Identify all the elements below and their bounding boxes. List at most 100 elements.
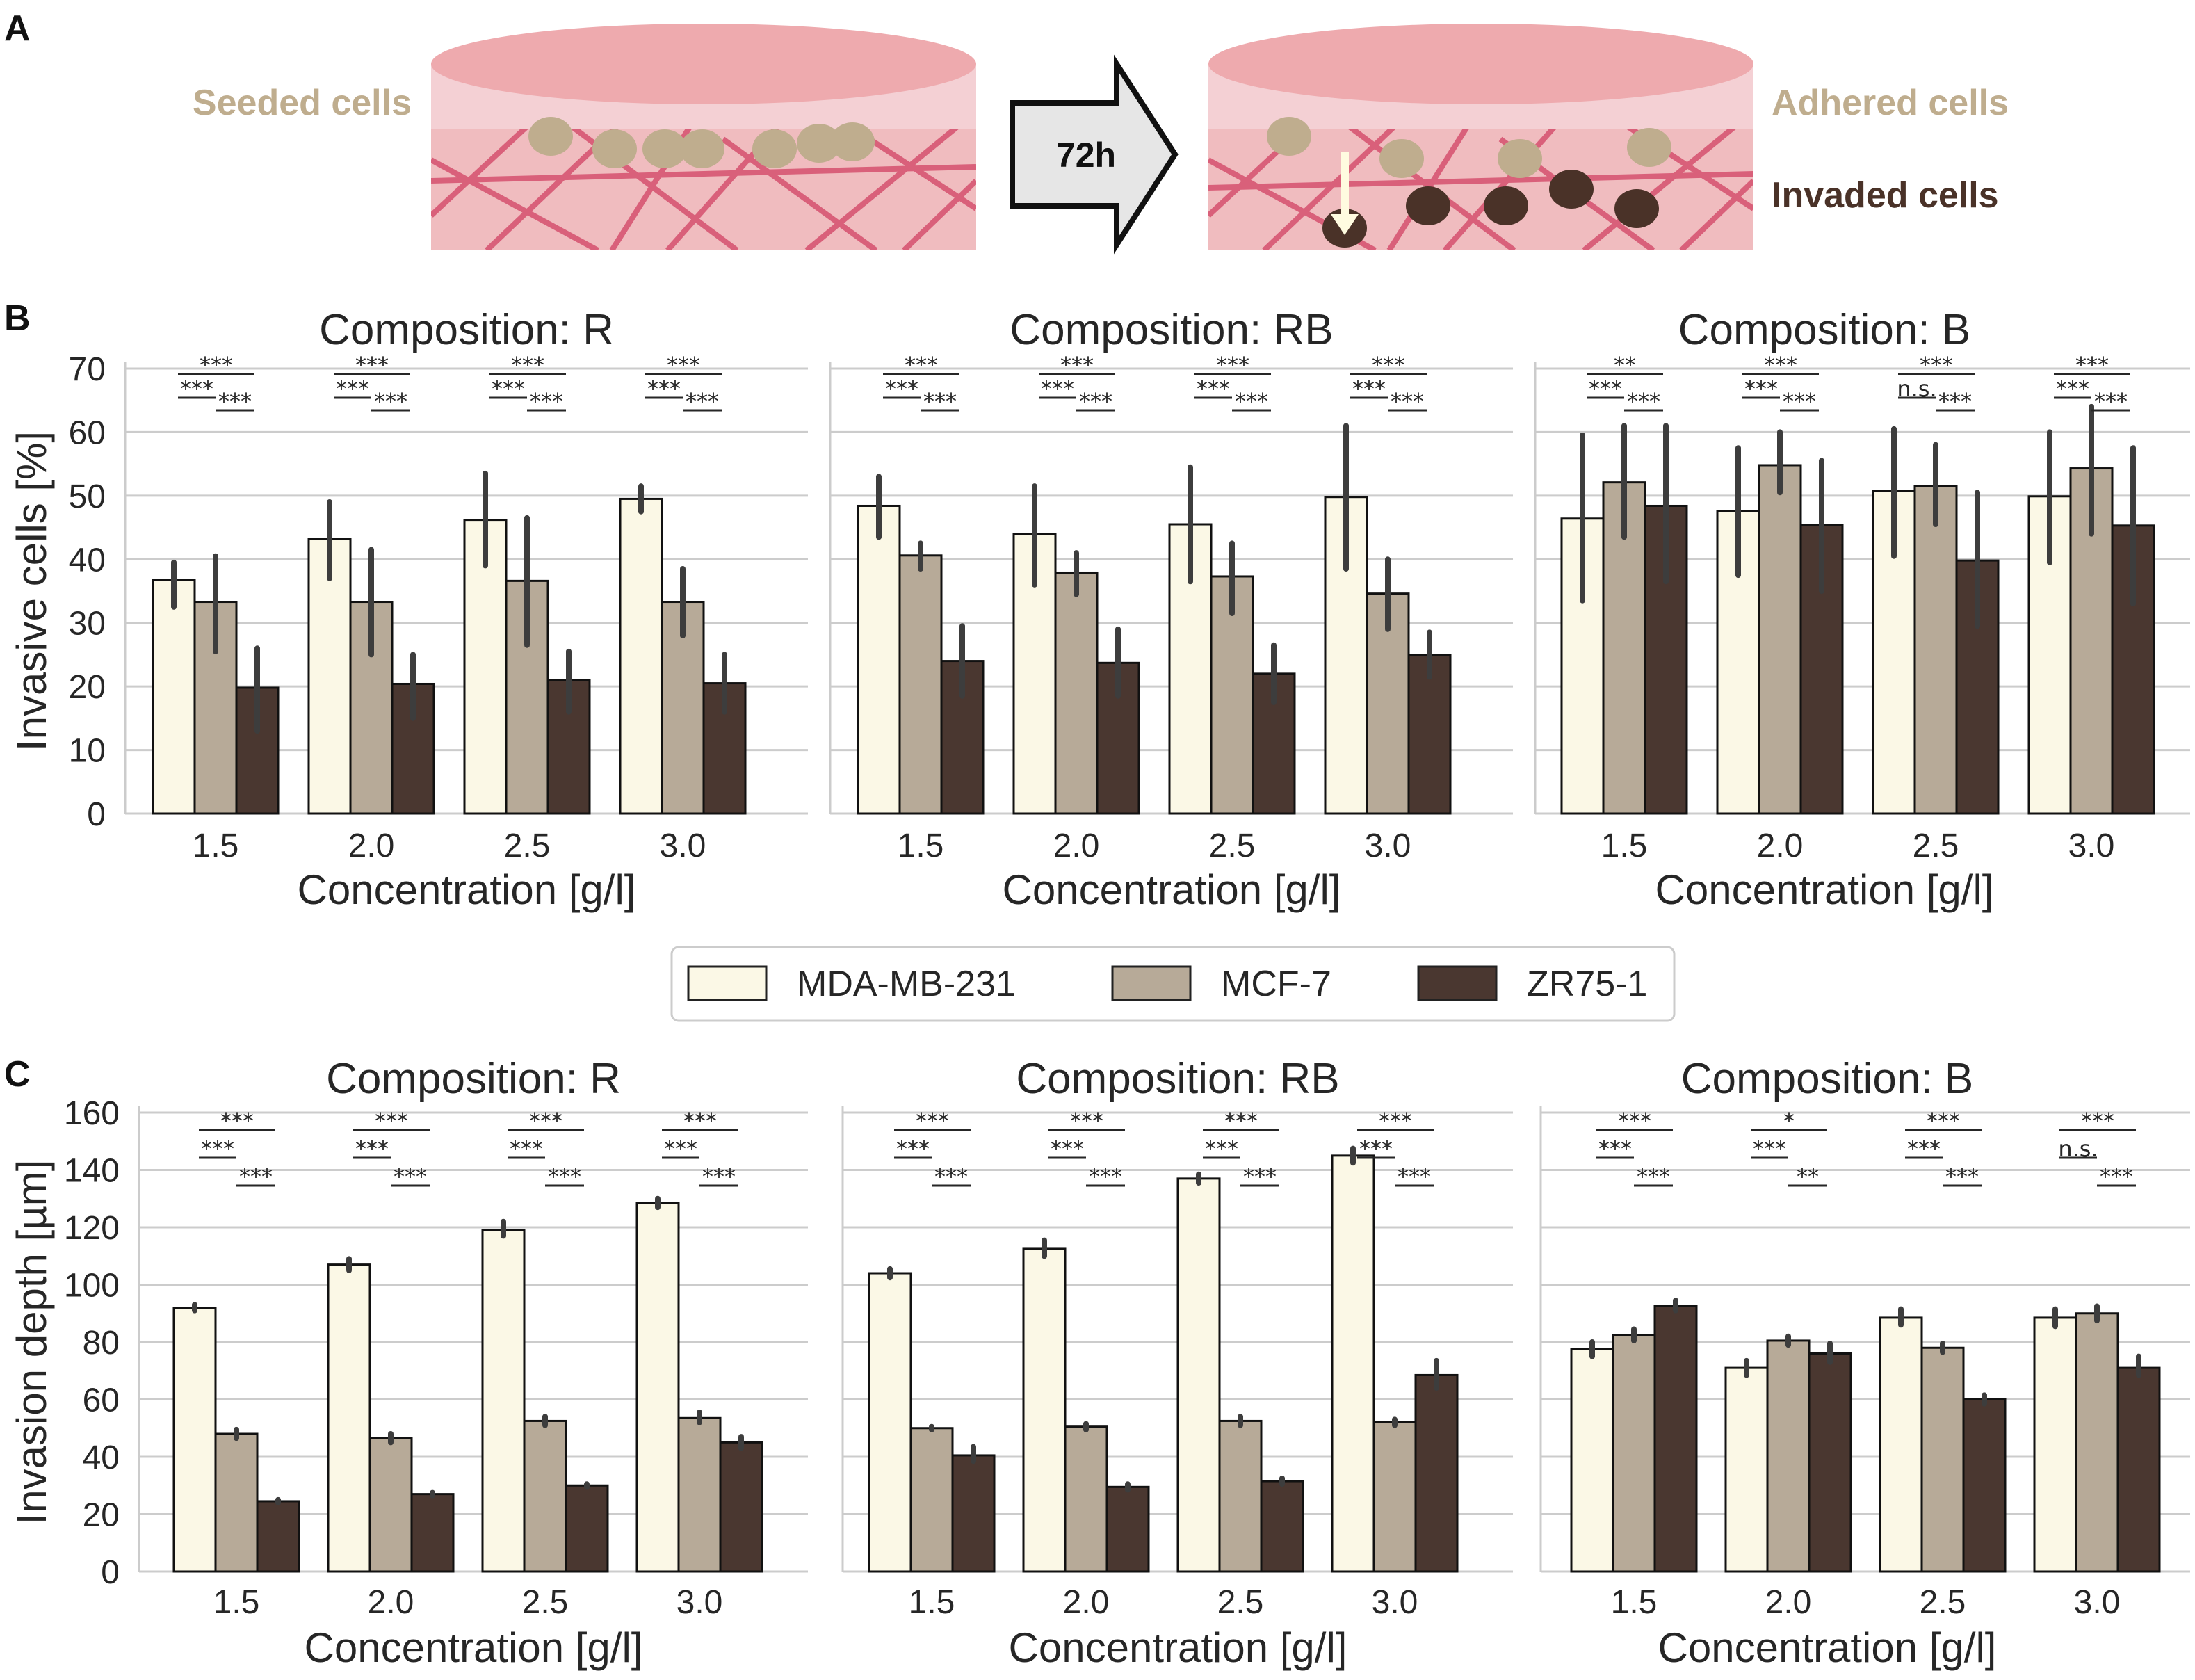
significance-label: *** [1783, 388, 1816, 414]
significance-label: *** [529, 1108, 562, 1134]
significance-label: *** [885, 375, 918, 402]
x-tick-label: 2.5 [1209, 827, 1256, 864]
significance-label: *** [1753, 1136, 1786, 1162]
bar-mda [868, 1272, 912, 1573]
significance-label: *** [1598, 1136, 1632, 1162]
panel-label-c: C [4, 1054, 31, 1095]
legend-swatch-mda [687, 965, 768, 1001]
bar-mda [152, 579, 196, 815]
y-tick-label: 50 [69, 478, 106, 515]
x-tick-label: 2.0 [348, 827, 395, 864]
chart-panel-b-2: Composition: RB Concentration [g/l] 1.5 ***… [829, 306, 1513, 913]
significance-label: *** [1051, 1136, 1084, 1162]
chart-title: Composition: B [1681, 1055, 1973, 1103]
legend-label-mda: MDA-MB-231 [797, 964, 1016, 1004]
charts: 0 10 20 30 40 50 60 70 Invasive cells [%] Composi… [8, 306, 2190, 1671]
bar-mcf7 [1612, 1334, 1656, 1573]
significance-label: *** [916, 1108, 949, 1134]
significance-label: *** [1197, 375, 1230, 402]
significance-label: *** [2075, 352, 2109, 378]
legend-swatch-mcf7 [1111, 965, 1192, 1001]
significance-label: *** [200, 352, 233, 378]
bar-mda [857, 504, 901, 815]
bar-mcf7 [1766, 1339, 1811, 1573]
y-tick-label: 60 [69, 414, 106, 451]
significance-label: *** [1205, 1136, 1238, 1162]
significance-label: * [1783, 1108, 1795, 1134]
y-tick-label: 80 [83, 1325, 120, 1362]
bar-mda [1724, 1366, 1769, 1573]
significance-label: *** [923, 388, 957, 414]
x-tick-label: 3.0 [1372, 1584, 1418, 1621]
y-tick-label: 40 [83, 1439, 120, 1476]
significance-label: *** [1391, 388, 1424, 414]
x-tick-label: 2.5 [1913, 827, 1959, 864]
significance-label: *** [1089, 1163, 1122, 1190]
significance-label: ** [1614, 352, 1636, 378]
significance-label: *** [375, 1108, 408, 1134]
significance-label: *** [1372, 352, 1405, 378]
significance-label: *** [355, 352, 389, 378]
x-tick-label: 1.5 [1611, 1584, 1658, 1621]
seeded-cells-label: Seeded cells [193, 83, 412, 123]
bar-mda [172, 1307, 217, 1573]
bar-mcf7 [909, 1427, 954, 1573]
y-tick-label: 30 [69, 606, 106, 643]
significance-label: *** [667, 352, 700, 378]
x-axis-label: Concentration [g/l] [1658, 1624, 1997, 1671]
significance-label: *** [1235, 388, 1268, 414]
significance-label: *** [1907, 1136, 1941, 1162]
bar-zr75 [410, 1493, 455, 1573]
x-axis-label: Concentration [g/l] [1003, 866, 1341, 913]
x-axis-label: Concentration [g/l] [305, 1624, 643, 1671]
significance-label: ** [1797, 1163, 1819, 1190]
bar-zr75 [1414, 1373, 1459, 1573]
significance-label: *** [1060, 352, 1094, 378]
significance-label: *** [1744, 375, 1778, 402]
seeded-cells [528, 117, 875, 168]
legend-label-mcf7: MCF-7 [1221, 964, 1331, 1004]
y-tick-label: 100 [64, 1268, 120, 1305]
chart-title: Composition: RB [1016, 1055, 1339, 1103]
y-tick-label: 0 [87, 796, 106, 833]
significance-label: *** [1920, 352, 1953, 378]
significance-label: *** [1070, 1108, 1103, 1134]
bar-zr75 [1653, 1305, 1698, 1573]
arrow-label: 72h [1056, 136, 1116, 175]
y-tick-label: 20 [69, 669, 106, 706]
significance-label: *** [2100, 1163, 2133, 1190]
panel-label-a: A [4, 8, 31, 49]
x-tick-label: 1.5 [193, 827, 239, 864]
x-axis-label: Concentration [g/l] [298, 866, 636, 913]
bar-mda [481, 1229, 526, 1573]
chart-title: Composition: B [1678, 306, 1970, 354]
significance-label: *** [1359, 1136, 1393, 1162]
x-tick-label: 1.5 [213, 1584, 260, 1621]
invaded-cells-label: Invaded cells [1772, 175, 1999, 216]
bar-mda [1331, 1154, 1375, 1573]
panel-label-b: B [4, 298, 31, 339]
dish-seeded [431, 24, 976, 250]
x-tick-label: 1.5 [1601, 827, 1648, 864]
significance-label: *** [1079, 388, 1112, 414]
bar-mcf7 [1758, 464, 1802, 815]
adhered-cells [1267, 117, 1671, 178]
significance-label: *** [1224, 1108, 1258, 1134]
significance-label: *** [1041, 375, 1074, 402]
x-tick-label: 2.5 [522, 1584, 569, 1621]
significance-label: *** [1764, 352, 1797, 378]
significance-label: *** [896, 1136, 930, 1162]
bar-mda [327, 1263, 371, 1573]
significance-label: *** [511, 352, 544, 378]
x-tick-label: 2.0 [1053, 827, 1100, 864]
dish-invaded [1208, 24, 1753, 250]
significance-label: *** [201, 1136, 234, 1162]
bar-mda [635, 1202, 680, 1573]
y-tick-label: 160 [64, 1095, 120, 1132]
adhered-cells-label: Adhered cells [1772, 83, 2009, 123]
significance-label: *** [530, 388, 563, 414]
significance-label: *** [1627, 388, 1660, 414]
significance-label: *** [220, 1108, 254, 1134]
x-tick-label: 3.0 [660, 827, 706, 864]
